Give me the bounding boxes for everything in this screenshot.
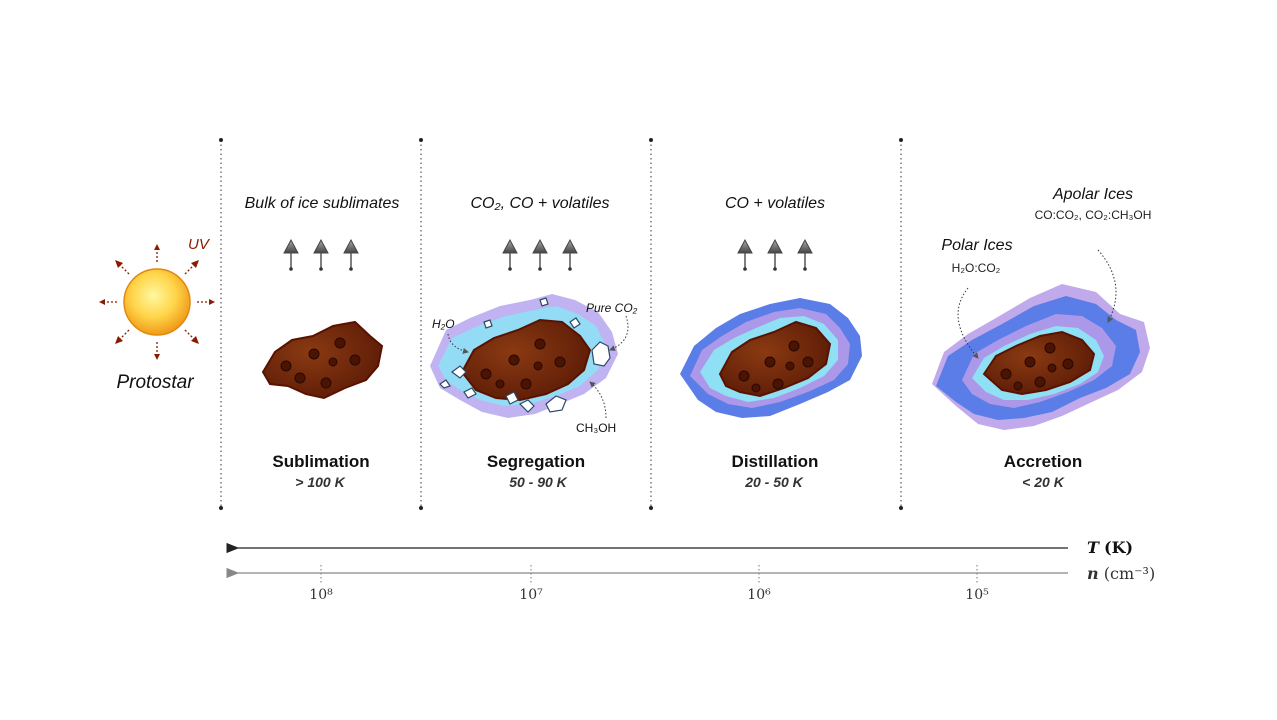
temperature-unit: (K): [1104, 538, 1134, 557]
sublimation-temp: > 100 K: [295, 474, 345, 490]
protostar-label: Protostar: [116, 372, 194, 393]
distillation-temp: 20 - 50 K: [745, 474, 803, 490]
density-tick-label: 10⁷: [519, 587, 543, 603]
apolar-ices-formula: CO:CO₂, CO₂:CH₃OH: [1034, 208, 1152, 222]
segregation-process-label: CO₂, CO + volatiles: [470, 195, 610, 212]
accretion-grain: [932, 249, 1150, 430]
density-axis-label: n (cm⁻³): [1087, 564, 1155, 583]
segregation-title: Segregation: [486, 452, 586, 471]
temperature-symbol: T: [1087, 538, 1099, 557]
distillation-title: Distillation: [731, 452, 819, 471]
polar-ices-title: Polar Ices: [941, 237, 1013, 254]
apolar-ices-title: Apolar Ices: [1052, 186, 1134, 203]
distillation-grain: [680, 298, 862, 418]
accretion-pointers: [957, 249, 1117, 359]
sublimation-process-label: Bulk of ice sublimates: [244, 195, 400, 212]
protostar-sun-icon: [99, 244, 215, 360]
density-tick-label: 10⁸: [309, 587, 333, 603]
distillation-process-label: CO + volatiles: [724, 195, 826, 212]
distillation-arrows: [737, 238, 813, 271]
segregation-pointers: [447, 315, 629, 419]
h2o-label: H₂O: [432, 317, 455, 331]
density-tick-label: 10⁵: [965, 587, 989, 603]
density-symbol: n: [1087, 564, 1099, 583]
density-tick-label: 10⁶: [747, 587, 771, 603]
segregation-grain: [430, 294, 629, 419]
ch3oh-label: CH₃OH: [576, 421, 617, 435]
density-axis: [226, 565, 1068, 583]
accretion-temp: < 20 K: [1022, 474, 1064, 490]
accretion-title: Accretion: [1003, 452, 1083, 471]
temperature-axis-label: T (K): [1087, 538, 1133, 557]
segregation-arrows: [502, 238, 578, 271]
stage-dividers: [220, 140, 902, 508]
polar-ices-formula: H₂O:CO₂: [951, 261, 1001, 275]
sublimation-grain: [261, 320, 384, 400]
co2-pockets: [439, 297, 611, 413]
density-unit: (cm⁻³): [1103, 564, 1156, 583]
sublimation-arrows: [283, 238, 359, 271]
sublimation-title: Sublimation: [272, 452, 370, 471]
uv-label: UV: [188, 236, 209, 253]
pure-co2-label: Pure CO₂: [586, 301, 638, 315]
divider-dots: [219, 138, 903, 510]
segregation-temp: 50 - 90 K: [509, 474, 567, 490]
